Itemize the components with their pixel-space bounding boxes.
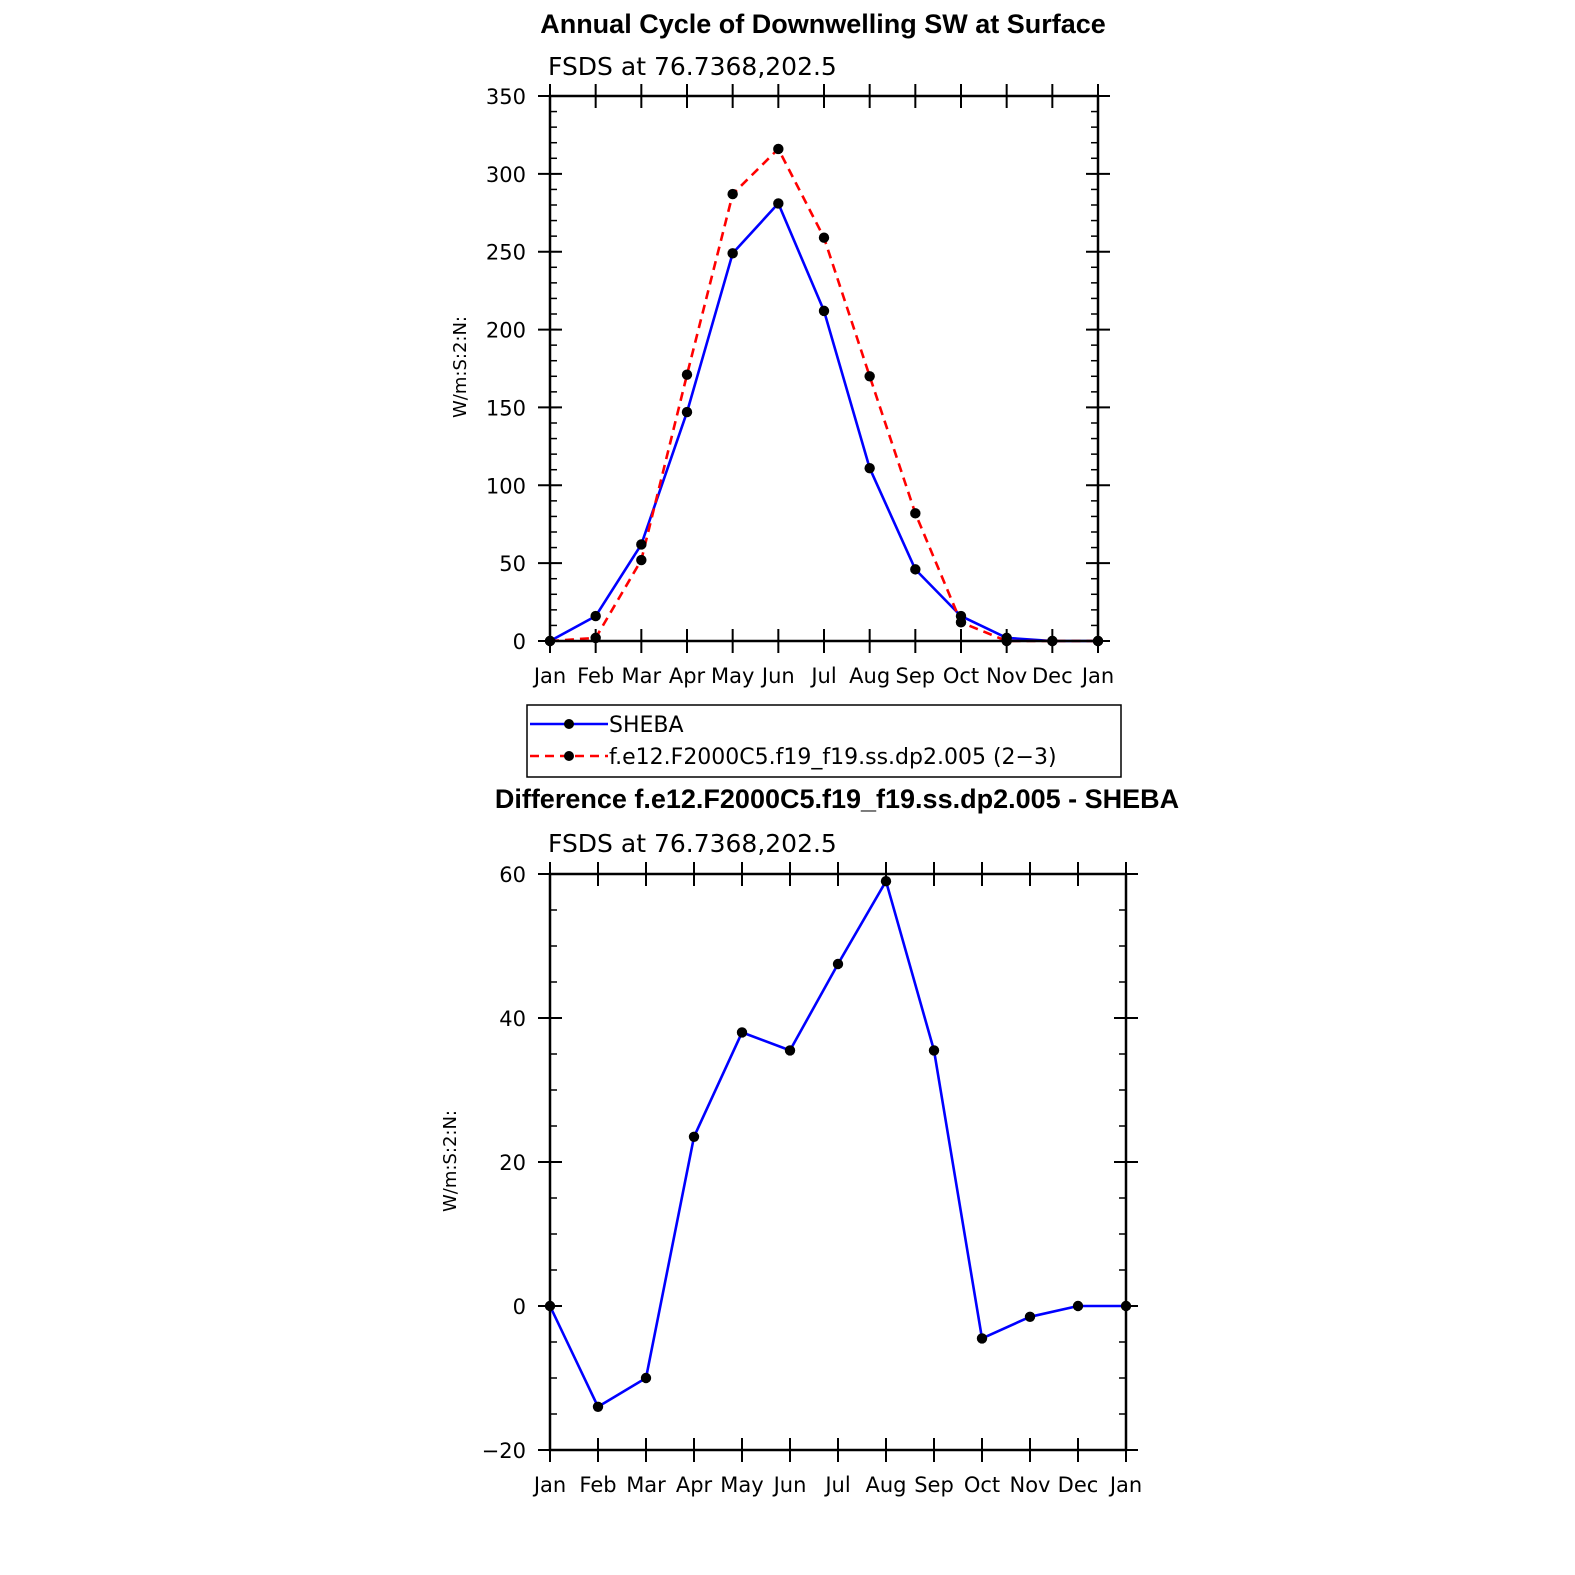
x-tick-label: Jan <box>532 664 566 688</box>
x-tick-label: Aug <box>865 1473 906 1497</box>
data-point <box>864 462 875 474</box>
y-tick-label: −20 <box>482 1439 526 1463</box>
x-tick-label: Aug <box>849 664 890 688</box>
legend: SHEBA f.e12.F2000C5.f19_f19.ss.dp2.005 (… <box>526 704 1122 778</box>
data-point <box>818 305 830 317</box>
y-axis-label: W/m:S:2:N: <box>450 316 471 418</box>
x-tick-label: Oct <box>943 664 979 688</box>
data-point <box>688 1131 700 1143</box>
x-tick-label: Oct <box>964 1473 1000 1497</box>
y-tick-label: 50 <box>499 552 526 576</box>
data-point <box>727 188 738 200</box>
data-point <box>910 564 921 575</box>
data-point <box>955 617 967 628</box>
x-tick-label: Jan <box>1108 1473 1142 1497</box>
data-point <box>592 1401 604 1413</box>
data-point <box>910 508 921 519</box>
y-tick-label: 350 <box>486 85 526 109</box>
x-tick-label: Jul <box>809 664 836 688</box>
x-tick-label: Mar <box>626 1473 666 1497</box>
y-tick-label: 20 <box>499 1151 526 1175</box>
y-tick-label: 60 <box>499 863 526 887</box>
x-tick-label: Jan <box>532 1473 566 1497</box>
x-tick-label: Nov <box>986 664 1027 688</box>
data-point <box>636 539 647 550</box>
y-tick-label: 0 <box>513 630 526 654</box>
y-tick-label: 0 <box>513 1295 526 1319</box>
x-tick-label: Dec <box>1058 1473 1099 1497</box>
x-tick-label: Apr <box>676 1473 713 1497</box>
data-point <box>784 1045 796 1056</box>
data-point <box>640 1372 652 1384</box>
data-point <box>1072 1300 1084 1312</box>
x-tick-label: May <box>720 1473 763 1497</box>
legend-box <box>526 704 1122 778</box>
legend-label-model: f.e12.F2000C5.f19_f19.ss.dp2.005 (2−3) <box>609 745 1057 770</box>
data-point <box>864 371 875 382</box>
x-tick-label: Apr <box>669 664 706 688</box>
chart-title: Difference f.e12.F2000C5.f19_f19.ss.dp2.… <box>495 784 1179 814</box>
x-tick-label: Jan <box>1080 664 1114 688</box>
y-tick-label: 300 <box>486 163 526 187</box>
difference-chart: Difference f.e12.F2000C5.f19_f19.ss.dp2.… <box>440 784 1179 1497</box>
data-point <box>818 232 830 243</box>
y-tick-label: 150 <box>486 396 526 420</box>
series-line-1 <box>549 147 1098 643</box>
data-point <box>976 1333 988 1344</box>
x-tick-label: Feb <box>579 1473 616 1497</box>
data-point <box>681 406 693 418</box>
data-point <box>590 610 601 622</box>
data-point <box>773 198 784 209</box>
x-tick-label: May <box>711 664 754 688</box>
data-point <box>832 958 844 970</box>
x-tick-label: Jun <box>772 1473 807 1497</box>
data-point <box>1024 1311 1036 1323</box>
data-point <box>636 554 647 566</box>
x-tick-label: Jun <box>760 664 795 688</box>
y-axis-label: W/m:S:2:N: <box>440 1110 461 1212</box>
plot-frame <box>548 94 1100 643</box>
x-tick-label: Mar <box>622 664 662 688</box>
x-tick-label: Feb <box>577 664 614 688</box>
legend-marker-model <box>564 751 574 761</box>
x-tick-label: Sep <box>896 664 936 688</box>
data-point <box>773 143 784 155</box>
y-tick-label: 100 <box>486 474 526 498</box>
chart-title: Annual Cycle of Downwelling SW at Surfac… <box>540 9 1106 39</box>
chart-subtitle: FSDS at 76.7368,202.5 <box>548 52 837 81</box>
annual-cycle-chart: Annual Cycle of Downwelling SW at Surfac… <box>450 9 1122 778</box>
y-tick-label: 250 <box>486 241 526 265</box>
data-point <box>928 1045 940 1056</box>
data-point <box>736 1027 748 1038</box>
y-tick-label: 200 <box>486 319 526 343</box>
legend-label-sheba: SHEBA <box>609 713 684 738</box>
x-tick-label: Jul <box>823 1473 850 1497</box>
data-point <box>880 876 892 887</box>
x-tick-label: Sep <box>914 1473 954 1497</box>
legend-marker-sheba <box>564 719 574 729</box>
plot-frame <box>548 872 1128 1452</box>
series-line-0 <box>549 202 1098 643</box>
data-point <box>681 369 693 380</box>
x-tick-label: Dec <box>1032 664 1073 688</box>
y-tick-label: 40 <box>499 1007 526 1031</box>
data-point <box>727 248 738 259</box>
x-tick-label: Nov <box>1010 1473 1051 1497</box>
chart-subtitle: FSDS at 76.7368,202.5 <box>548 829 837 858</box>
